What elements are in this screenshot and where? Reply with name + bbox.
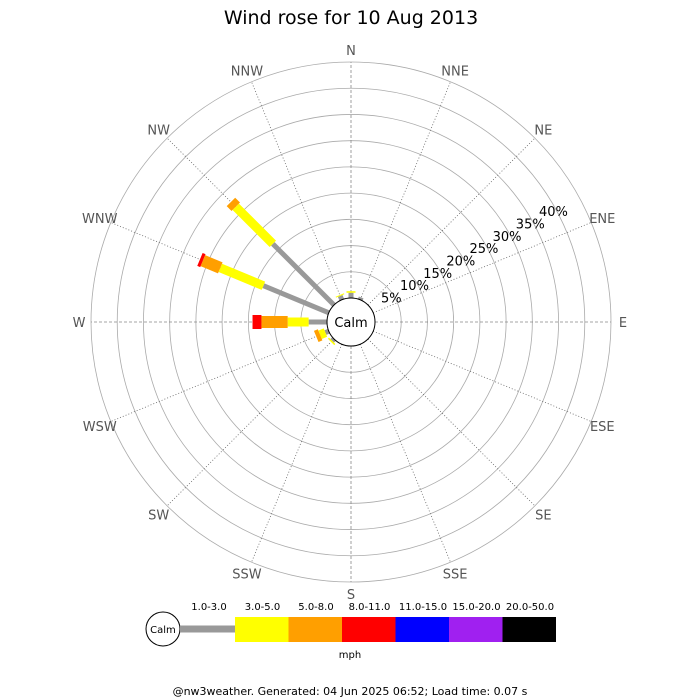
spoke-wsw bbox=[110, 330, 329, 422]
ring-label: 5% bbox=[381, 291, 402, 306]
direction-label-n: N bbox=[346, 44, 356, 59]
legend: Calm 1.0-3.0 3.0-5.0 5.0-8.0 8.0-11.0 11.0-1… bbox=[145, 602, 556, 661]
legend-units: mph bbox=[339, 650, 361, 661]
legend-label-20.0-50.0: 20.0-50.0 bbox=[506, 602, 554, 613]
calm-label: Calm bbox=[334, 316, 367, 331]
spoke-ssw bbox=[251, 344, 343, 563]
bar-wnw-8.0-11.0 bbox=[197, 252, 206, 268]
legend-swatch-8.0-11.0 bbox=[342, 617, 396, 642]
ring-label: 40% bbox=[539, 205, 568, 220]
legend-swatch-5.0-8.0 bbox=[288, 617, 342, 642]
spoke-ese bbox=[373, 330, 592, 422]
ring-label: 25% bbox=[470, 242, 499, 257]
direction-label-w: W bbox=[73, 316, 86, 331]
bar-wnw-5.0-8.0 bbox=[200, 255, 223, 274]
spoke-nne bbox=[359, 81, 451, 300]
ring-label: 20% bbox=[446, 254, 475, 269]
chart-title: Wind rose for 10 Aug 2013 bbox=[224, 7, 478, 29]
bar-wsw-3.0-5.0 bbox=[318, 328, 328, 339]
bar-wnw-3.0-5.0 bbox=[218, 263, 266, 290]
direction-label-e: E bbox=[619, 316, 627, 331]
bar-nw-3.0-5.0 bbox=[232, 203, 277, 248]
legend-swatch-11.0-15.0 bbox=[395, 617, 449, 642]
legend-label-5.0-8.0: 5.0-8.0 bbox=[298, 602, 333, 613]
ring-label: 30% bbox=[493, 230, 522, 245]
direction-labels: N NNE NE ENE E ESE SE SSE S SSW SW WSW W WNW NW NNW bbox=[73, 44, 628, 603]
legend-label-11.0-15.0: 11.0-15.0 bbox=[399, 602, 447, 613]
grid-ring bbox=[116, 87, 586, 557]
spoke-nnw bbox=[251, 81, 343, 300]
direction-label-s: S bbox=[347, 588, 355, 603]
legend-swatch-3.0-5.0 bbox=[235, 617, 289, 642]
spoke-ne bbox=[367, 137, 536, 306]
legend-swatch-15.0-20.0 bbox=[449, 617, 503, 642]
legend-label-15.0-20.0: 15.0-20.0 bbox=[452, 602, 500, 613]
direction-label-ne: NE bbox=[534, 124, 552, 139]
spoke-sw bbox=[166, 338, 335, 507]
legend-label-3.0-5.0: 3.0-5.0 bbox=[245, 602, 280, 613]
direction-label-sw: SW bbox=[148, 508, 169, 523]
spoke-sse bbox=[359, 344, 451, 563]
direction-label-nnw: NNW bbox=[231, 65, 263, 80]
footer-text: @nw3weather. Generated: 04 Jun 2025 06:5… bbox=[173, 685, 528, 698]
legend-swatch-20.0-50.0 bbox=[502, 617, 556, 642]
direction-label-sse: SSE bbox=[443, 567, 468, 582]
spoke-se bbox=[367, 338, 536, 507]
direction-label-se: SE bbox=[535, 508, 551, 523]
bar-wnw-1.0-3.0 bbox=[262, 283, 330, 316]
calm-center: Calm bbox=[326, 297, 376, 347]
bar-wsw-1.0-3.0 bbox=[324, 328, 330, 335]
ring-label: 10% bbox=[400, 279, 429, 294]
direction-label-nw: NW bbox=[147, 124, 170, 139]
grid-ring bbox=[143, 114, 559, 530]
calm-circle bbox=[326, 297, 376, 347]
wind-bars bbox=[197, 197, 364, 346]
ring-label: 35% bbox=[516, 218, 545, 233]
ring-labels: 5%10%15%20%25%30%35%40% bbox=[381, 205, 568, 306]
legend-label-1.0-3.0: 1.0-3.0 bbox=[191, 602, 226, 613]
ring-label: 15% bbox=[423, 267, 452, 282]
direction-label-ese: ESE bbox=[590, 420, 615, 435]
grid-ring bbox=[221, 192, 481, 452]
grid-ring bbox=[247, 218, 455, 426]
direction-label-ssw: SSW bbox=[232, 567, 262, 582]
spoke-ene bbox=[373, 222, 592, 314]
bar-sw-3.0-5.0 bbox=[327, 337, 336, 346]
direction-label-nne: NNE bbox=[441, 65, 469, 80]
bar-wsw-5.0-8.0 bbox=[313, 329, 323, 342]
bar-nw-1.0-3.0 bbox=[271, 242, 336, 307]
bar-nnw-1.0-3.0 bbox=[337, 294, 345, 301]
legend-calm-label: Calm bbox=[150, 625, 176, 636]
direction-label-wsw: WSW bbox=[83, 420, 117, 435]
direction-label-wnw: WNW bbox=[82, 212, 118, 227]
bar-nw-5.0-8.0 bbox=[226, 197, 240, 211]
legend-label-8.0-11.0: 8.0-11.0 bbox=[349, 602, 391, 613]
direction-label-ene: ENE bbox=[589, 212, 615, 227]
